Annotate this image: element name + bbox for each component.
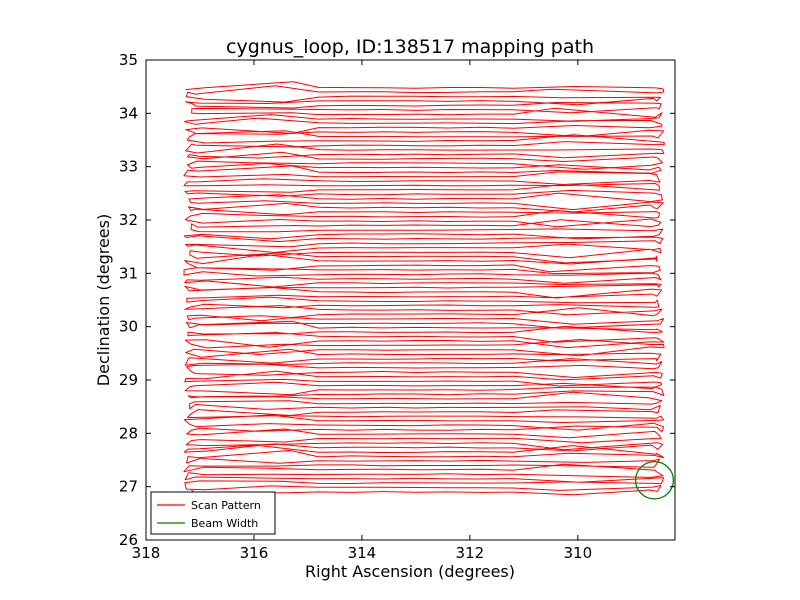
y-tick-label: 30 bbox=[119, 318, 138, 336]
x-axis-label: Right Ascension (degrees) bbox=[305, 562, 515, 581]
legend-label-scan-pattern: Scan Pattern bbox=[191, 499, 261, 512]
y-tick-label: 26 bbox=[119, 531, 138, 549]
legend: Scan Pattern Beam Width bbox=[150, 491, 276, 535]
plot-frame bbox=[145, 59, 676, 541]
beam-width-circle bbox=[634, 460, 675, 500]
y-tick-label: 27 bbox=[119, 478, 138, 496]
x-tick-label: 314 bbox=[348, 544, 377, 562]
scan-pattern-series bbox=[183, 81, 665, 496]
y-tick-label: 35 bbox=[119, 51, 138, 69]
x-tick-label: 316 bbox=[240, 544, 269, 562]
y-tick-label: 29 bbox=[119, 371, 138, 389]
y-tick-label: 32 bbox=[119, 211, 138, 229]
y-tick-label: 33 bbox=[119, 158, 138, 176]
x-tick-label: 310 bbox=[564, 544, 593, 562]
y-tick-label: 28 bbox=[119, 424, 138, 442]
legend-box bbox=[150, 491, 276, 535]
beam-width-series bbox=[634, 460, 675, 500]
x-axis-ticks: 318 316 314 312 310 bbox=[132, 60, 592, 562]
legend-label-beam-width: Beam Width bbox=[191, 517, 258, 530]
chart-title: cygnus_loop, ID:138517 mapping path bbox=[226, 36, 594, 58]
x-tick-label: 312 bbox=[456, 544, 485, 562]
scan-pattern-path bbox=[183, 81, 665, 496]
y-tick-label: 31 bbox=[119, 264, 138, 282]
y-axis-ticks: 26 27 28 29 30 31 32 33 34 35 bbox=[119, 51, 675, 549]
x-tick-label: 318 bbox=[132, 544, 161, 562]
y-axis-label: Declination (degrees) bbox=[94, 214, 113, 386]
y-tick-label: 34 bbox=[119, 104, 138, 122]
